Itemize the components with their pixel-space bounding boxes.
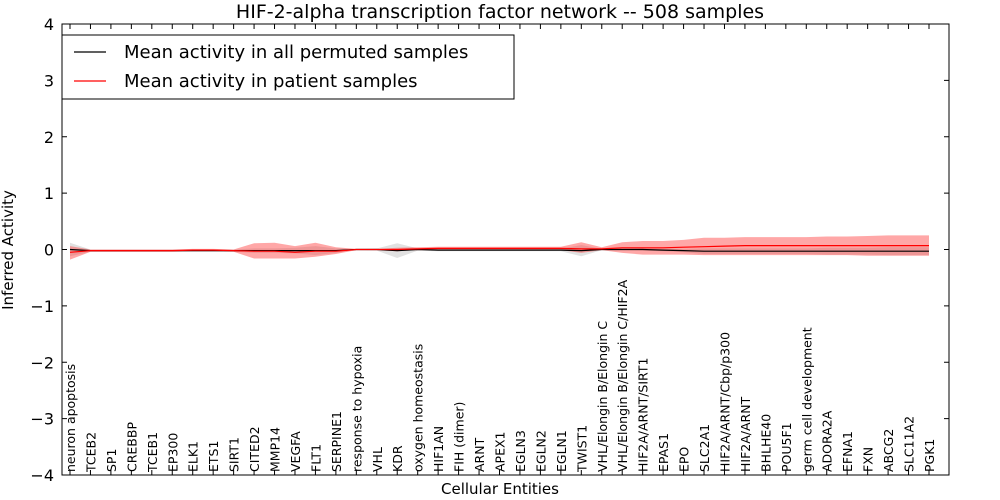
x-tick-label: SLC2A1 (697, 424, 712, 472)
y-tick-label: 0 (44, 241, 54, 260)
x-tick-label: MMP14 (268, 427, 283, 472)
x-tick-label: EGLN3 (513, 430, 528, 472)
x-axis-ticks: neuron apoptosis TCEB2 SP1 CREBBP TCEB1 EP300… (63, 24, 937, 475)
y-tick-label: 4 (44, 15, 54, 34)
x-tick-label: VHL/Elongin B/Elongin C/HIF2A (615, 279, 630, 472)
x-tick-label: ABCG2 (881, 429, 896, 472)
x-tick-label: TWIST1 (574, 425, 589, 473)
y-tick-label: 1 (44, 184, 54, 203)
y-tick-label: −1 (30, 297, 54, 316)
x-tick-label: ARNT (472, 437, 487, 472)
y-tick-label: 2 (44, 128, 54, 147)
x-tick-label: EFNA1 (840, 431, 855, 472)
y-axis-label: Inferred Activity (0, 190, 17, 310)
x-tick-label: HIF1AN (431, 426, 446, 472)
y-axis-ticks: 4 3 2 1 0 −1 −2 −3 −4 (30, 15, 949, 485)
y-tick-label: −2 (30, 353, 54, 372)
x-tick-label: SLC11A2 (902, 416, 917, 472)
x-tick-label: HIF2A/ARNT/Cbp/p300 (718, 332, 733, 472)
x-tick-label: SERPINE1 (329, 411, 344, 472)
x-tick-label: EP300 (165, 433, 180, 472)
x-tick-label: EPO (677, 447, 692, 472)
x-tick-label: HIF2A/ARNT/SIRT1 (636, 358, 651, 472)
x-tick-label: CITED2 (247, 426, 262, 472)
x-tick-label: HIF2A/ARNT (738, 396, 753, 472)
x-tick-label: SIRT1 (227, 437, 242, 472)
x-tick-label: oxygen homeostasis (411, 344, 426, 472)
x-tick-label: SP1 (104, 449, 119, 472)
y-tick-label: 3 (44, 71, 54, 90)
x-tick-label: neuron apoptosis (63, 364, 78, 472)
y-tick-label: −3 (30, 410, 54, 429)
x-tick-label: PGK1 (922, 439, 937, 472)
x-tick-label: EGLN2 (533, 430, 548, 472)
legend-label-1: Mean activity in patient samples (124, 71, 418, 92)
x-tick-label: KDR (390, 445, 405, 472)
x-tick-label: POU5F1 (779, 422, 794, 472)
x-axis-label: Cellular Entities (441, 480, 559, 498)
x-tick-label: VHL/Elongin B/Elongin C (595, 321, 610, 472)
x-tick-label: response to hypoxia (349, 346, 364, 472)
x-tick-label: TCEB1 (145, 432, 160, 473)
series-line-1 (69, 245, 929, 253)
x-tick-label: APEX1 (493, 431, 508, 472)
series-band-1 (70, 235, 929, 260)
x-tick-label: FIH (dimer) (452, 402, 467, 472)
x-tick-label: BHLHE40 (758, 414, 773, 472)
confidence-bands (70, 235, 929, 260)
x-tick-label: ADORA2A (820, 410, 835, 472)
x-tick-label: germ cell development (799, 327, 814, 472)
legend-box (61, 34, 515, 100)
x-tick-label: VEGFA (288, 431, 303, 472)
x-tick-label: FLT1 (308, 444, 323, 472)
x-tick-label: ETS1 (206, 441, 221, 472)
chart-title: HIF-2-alpha transcription factor network… (236, 1, 764, 23)
y-tick-label: −4 (30, 466, 54, 485)
plot-frame (61, 23, 950, 476)
legend: Mean activity in all permuted samples Mea… (61, 34, 515, 100)
x-tick-label: EGLN1 (554, 430, 569, 472)
series-lines (69, 245, 929, 253)
x-tick-label: ELK1 (186, 441, 201, 472)
x-tick-label: TCEB2 (84, 432, 99, 473)
x-tick-label: CREBBP (124, 422, 139, 472)
x-tick-label: VHL (370, 447, 385, 472)
legend-label-0: Mean activity in all permuted samples (124, 42, 468, 63)
x-tick-label: EPAS1 (656, 433, 671, 472)
x-tick-label: FXN (861, 447, 876, 472)
